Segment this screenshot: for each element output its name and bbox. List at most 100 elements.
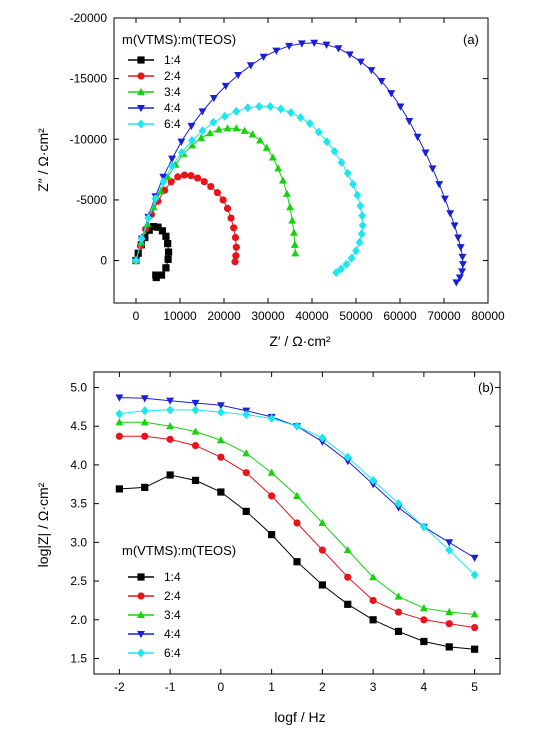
legend-label: 3:4 [164,85,181,99]
data-point [168,161,177,171]
data-point [259,53,268,61]
data-point [256,136,265,144]
legend-marker [137,104,145,113]
data-point [458,268,466,276]
data-point [191,441,200,450]
data-point [174,173,182,181]
data-point [356,58,365,66]
data-point [219,196,227,204]
panel-b-data-series [115,394,479,653]
data-point [343,168,352,178]
legend-entry-3-4: 3:4 [128,608,181,622]
data-point [450,222,459,230]
data-point [330,146,339,156]
data-point [152,271,160,279]
data-point [191,427,200,435]
legend-label: 2:4 [164,69,181,83]
data-point [334,45,343,53]
panel-a-tick-labels: 0 10000 20000 30000 40000 50000 60000 70000 8000… [70,11,505,323]
data-point [337,264,345,274]
data-point [377,78,386,86]
y-tick-label: 3.0 [70,535,87,549]
data-point [243,103,252,113]
data-point [217,488,225,496]
legend-entry-2-4: 2:4 [128,589,181,603]
legend-label: 1:4 [164,570,181,584]
data-point [396,103,405,111]
data-point [223,124,232,132]
legend-label: 4:4 [164,627,181,641]
data-point [137,234,146,244]
data-point [344,573,352,581]
legend-label: 2:4 [164,589,181,603]
legend-marker [137,119,145,129]
data-point [276,104,285,114]
data-point [166,422,175,430]
data-point [293,421,301,431]
data-point [177,138,186,146]
data-point [288,216,297,224]
x-tick-label: 20000 [207,309,241,323]
legend-marker [137,56,145,64]
x-tick-label: 80000 [471,309,505,323]
data-point [132,256,140,266]
data-point [290,228,298,236]
panel-b-x-axis-label: logf / Hz [274,709,325,725]
data-point [352,246,360,256]
data-point [157,271,166,279]
y-tick-label: 0 [100,254,107,268]
x-tick-label: -2 [114,680,125,694]
data-point [205,129,214,137]
x-tick-label: 10000 [163,309,197,323]
data-point [358,211,367,221]
y-tick-label: -10000 [70,132,108,146]
data-point [232,252,240,260]
data-point [164,255,172,263]
legend-marker [137,592,145,600]
data-point [232,243,240,251]
data-point [242,507,250,515]
data-point [318,518,327,527]
data-point [115,394,124,402]
data-point [314,127,323,137]
legend-entry-3-4: 3:4 [128,85,181,99]
data-point [216,436,225,444]
x-tick-label: 30000 [251,309,285,323]
data-point [471,645,479,653]
data-point [227,214,235,222]
data-point [248,130,257,138]
series-line [135,42,464,283]
data-point [445,545,454,555]
data-point [187,135,196,145]
data-point [158,227,166,235]
data-point [305,119,314,129]
x-tick-label: 60000 [383,309,417,323]
data-point [405,118,414,126]
y-tick-label: -20000 [70,11,108,25]
data-point [343,452,352,462]
data-point [232,106,241,116]
y-tick-label: 3.5 [70,497,87,511]
legend-label: 3:4 [164,608,181,622]
data-point [445,607,454,616]
y-tick-label: 2.5 [70,574,87,588]
panel-a-label: (a) [463,32,479,47]
data-point [262,143,271,151]
data-point [144,213,153,223]
data-point [445,539,454,547]
series-3-4 [115,418,479,618]
legend-label: 1:4 [164,53,181,67]
data-point [220,111,229,121]
data-point [367,67,376,75]
legend-entry-1-4: 1:4 [128,570,181,584]
data-point [217,453,225,461]
panel-b-legend: m(VTMS):m(TEOS) 1:4 2:4 3:4 4:4 6:4 [122,543,236,660]
data-point [267,413,276,423]
data-point [369,596,377,605]
data-point [394,499,403,509]
data-point [216,407,225,417]
data-point [140,406,149,416]
data-point [194,174,202,182]
data-point [455,274,464,282]
data-point [141,432,149,440]
